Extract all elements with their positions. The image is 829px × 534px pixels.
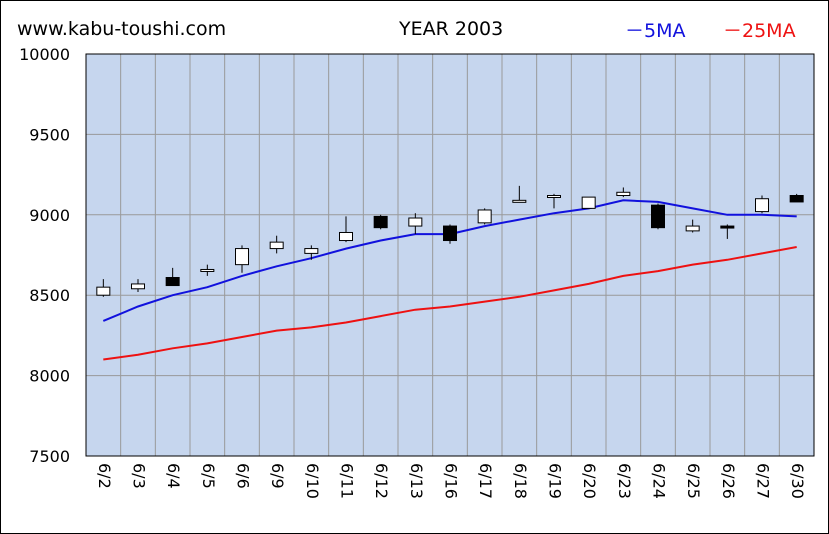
candle	[373, 214, 388, 230]
candle-body-up	[200, 268, 215, 272]
y-tick-label: 9500	[29, 125, 70, 144]
candle-body-up	[96, 286, 111, 296]
candle	[755, 195, 769, 214]
candle-body-down	[373, 215, 388, 229]
x-tick-label: 6/3	[130, 463, 149, 489]
candle-body-up	[685, 225, 700, 232]
x-tick-label: 6/11	[338, 463, 357, 499]
x-tick-label: 6/6	[234, 463, 253, 489]
candle	[269, 235, 284, 254]
x-tick-label: 6/24	[650, 463, 669, 499]
candle-body-down	[165, 277, 180, 287]
x-tick-label: 6/27	[754, 463, 773, 499]
x-tick-label: 6/19	[546, 463, 565, 499]
x-tick-label: 6/4	[164, 463, 183, 489]
candle-body-up	[755, 198, 769, 213]
candle-body-up	[512, 199, 527, 203]
candle-body-down	[720, 225, 735, 229]
x-tick-label: 6/13	[407, 463, 426, 499]
candle	[443, 224, 457, 244]
candle	[616, 187, 631, 198]
plot-border	[85, 53, 815, 457]
candle	[789, 193, 804, 203]
x-tick-label: 6/16	[442, 463, 461, 499]
candle-body-down	[789, 195, 804, 203]
x-tick-label: 6/5	[199, 463, 218, 489]
x-tick-label: 6/12	[372, 463, 391, 499]
x-tick-label: 6/20	[580, 463, 599, 499]
candle-body-up	[339, 231, 353, 242]
candle	[165, 267, 180, 287]
candle-body-up	[304, 248, 319, 254]
y-tick-label: 8500	[29, 286, 70, 305]
x-tick-label: 6/17	[476, 463, 495, 499]
candle-body-up	[235, 248, 249, 266]
x-tick-label: 6/10	[303, 463, 322, 499]
candle-body-up	[547, 195, 561, 199]
candle-body-up	[581, 196, 596, 209]
candle-body-up	[616, 191, 631, 197]
ma-line-25ma	[103, 246, 797, 361]
y-tick-label: 10000	[19, 45, 70, 64]
y-tick-label: 9000	[29, 206, 70, 225]
x-tick-label: 6/18	[511, 463, 530, 499]
site-url: www.kabu-toushi.com	[17, 18, 227, 40]
candle	[720, 224, 735, 239]
x-tick-label: 6/26	[719, 463, 738, 499]
candle	[96, 279, 111, 297]
candle-body-up	[408, 217, 423, 227]
candle	[685, 219, 700, 233]
candle-body-down	[651, 204, 665, 229]
candle	[651, 203, 665, 230]
candle-body-up	[269, 241, 284, 250]
y-tick-label: 8000	[29, 367, 70, 386]
candle	[200, 264, 215, 276]
candle	[304, 245, 319, 260]
x-tick-label: 6/2	[95, 463, 114, 489]
candle	[477, 208, 492, 225]
y-tick-label: 7500	[29, 447, 70, 466]
x-tick-label: 6/25	[684, 463, 703, 499]
candle	[547, 193, 561, 209]
x-tick-label: 6/9	[268, 463, 287, 489]
legend-5ma: －5MA	[625, 20, 686, 42]
candle	[581, 196, 596, 209]
candle	[131, 279, 145, 292]
candle-body-up	[477, 209, 492, 224]
candle-body-up	[131, 283, 145, 290]
candle	[235, 245, 249, 273]
x-tick-label: 6/30	[788, 463, 807, 499]
candle	[408, 213, 423, 235]
candle	[512, 185, 527, 203]
legend-25ma: －25MA	[723, 20, 796, 42]
chart-title: YEAR 2003	[399, 18, 504, 40]
plot-area	[86, 54, 814, 456]
x-tick-label: 6/23	[615, 463, 634, 499]
candle-body-down	[443, 225, 457, 242]
candle	[339, 216, 353, 243]
